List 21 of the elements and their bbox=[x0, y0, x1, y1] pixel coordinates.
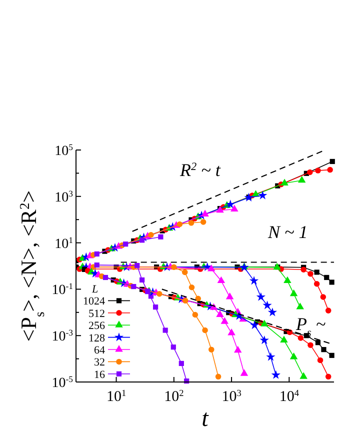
legend-label: 128 bbox=[88, 332, 106, 344]
x-tick-label: 10$^{2}$ bbox=[164, 389, 184, 405]
y-tick-label: 10$^{3}$ bbox=[54, 188, 73, 206]
legend-label: 32 bbox=[94, 356, 105, 369]
x-tick-label: 10$^{1}$ bbox=[106, 389, 126, 405]
y-tick-label: 10$^{-5}$ bbox=[52, 374, 73, 391]
legend-label: 64 bbox=[94, 344, 106, 356]
x-tick-label: 10$^{3}$ bbox=[222, 389, 242, 405]
legend-title: L bbox=[91, 284, 98, 296]
y-tick-label: 10$^{5}$ bbox=[54, 142, 73, 159]
y-tick-label: 10$^{-1}$ bbox=[52, 281, 73, 298]
y-tick-label: 10$^{1}$ bbox=[54, 234, 73, 252]
annotation: R$^{2}$ ~ t bbox=[179, 160, 222, 180]
legend-label: 512 bbox=[88, 308, 105, 320]
legend-label: 16 bbox=[94, 368, 106, 381]
x-axis-title: t bbox=[202, 406, 210, 432]
annotation: N ~ 1 bbox=[267, 222, 308, 242]
x-tick-label: 10$^{4}$ bbox=[279, 389, 300, 405]
legend-label: 256 bbox=[88, 320, 106, 332]
legend-label: 1024 bbox=[83, 296, 106, 308]
y-tick-label: 10$^{-3}$ bbox=[52, 328, 73, 345]
